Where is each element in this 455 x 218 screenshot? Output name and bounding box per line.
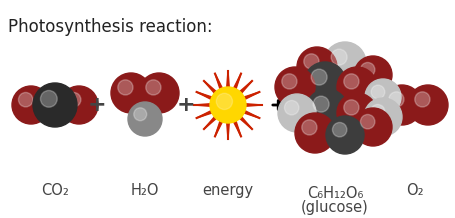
Circle shape	[330, 49, 346, 65]
Circle shape	[278, 94, 315, 132]
Circle shape	[414, 92, 429, 107]
Circle shape	[66, 92, 81, 107]
Circle shape	[407, 85, 447, 125]
Circle shape	[303, 62, 345, 104]
Circle shape	[133, 108, 147, 121]
Circle shape	[343, 74, 358, 89]
Text: H₂O: H₂O	[131, 183, 159, 198]
Text: CO₂: CO₂	[41, 183, 69, 198]
Circle shape	[381, 85, 421, 125]
Text: C₆H₁₂O₆: C₆H₁₂O₆	[306, 186, 362, 201]
Circle shape	[146, 80, 161, 95]
Circle shape	[111, 73, 151, 113]
Circle shape	[310, 69, 326, 85]
Circle shape	[363, 98, 401, 136]
Circle shape	[305, 89, 347, 131]
Circle shape	[353, 56, 391, 94]
Text: +: +	[176, 95, 195, 115]
Circle shape	[33, 83, 77, 127]
Circle shape	[281, 74, 296, 89]
Circle shape	[325, 116, 363, 154]
Text: (glucose): (glucose)	[300, 200, 368, 215]
Text: +: +	[375, 95, 394, 115]
Circle shape	[359, 63, 374, 77]
Circle shape	[364, 79, 400, 115]
Circle shape	[369, 104, 384, 119]
Circle shape	[216, 93, 232, 109]
Circle shape	[336, 67, 376, 107]
Circle shape	[301, 120, 316, 135]
Text: O₂: O₂	[405, 183, 423, 198]
Circle shape	[210, 87, 245, 123]
Circle shape	[294, 113, 334, 153]
Circle shape	[324, 42, 365, 84]
Text: +: +	[87, 95, 106, 115]
Circle shape	[12, 86, 50, 124]
Text: Photosynthesis reaction:: Photosynthesis reaction:	[8, 18, 212, 36]
Circle shape	[332, 123, 346, 137]
Circle shape	[303, 54, 318, 69]
Circle shape	[117, 80, 133, 95]
Text: energy: energy	[202, 183, 253, 198]
Circle shape	[359, 114, 374, 129]
Circle shape	[284, 100, 298, 115]
Circle shape	[128, 102, 162, 136]
Circle shape	[40, 90, 57, 107]
Circle shape	[388, 92, 403, 107]
Circle shape	[313, 96, 329, 112]
Circle shape	[296, 47, 336, 87]
Circle shape	[353, 108, 391, 146]
Circle shape	[343, 100, 358, 115]
Circle shape	[336, 93, 376, 133]
Circle shape	[18, 92, 33, 107]
Circle shape	[274, 67, 314, 107]
Circle shape	[139, 73, 179, 113]
Polygon shape	[193, 71, 262, 139]
Circle shape	[60, 86, 98, 124]
Circle shape	[370, 85, 384, 99]
